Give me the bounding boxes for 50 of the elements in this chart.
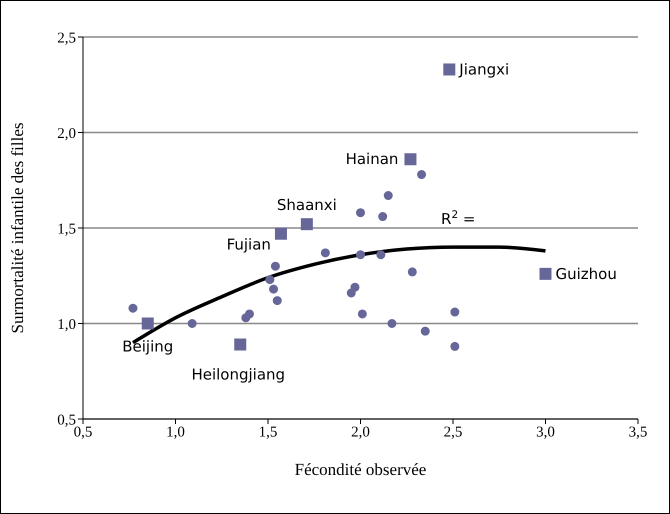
point — [358, 309, 367, 318]
point — [450, 308, 460, 317]
point — [142, 318, 154, 330]
y-tick-label: 0,5 — [57, 412, 76, 428]
annotation: Fujian — [226, 236, 271, 254]
x-tick-label: 1,0 — [166, 424, 185, 441]
point — [450, 342, 460, 351]
point — [269, 284, 278, 294]
point — [417, 170, 426, 180]
point — [350, 282, 360, 292]
point — [300, 218, 313, 230]
point — [234, 338, 246, 351]
x-tick-label: 3,5 — [628, 424, 648, 441]
point — [408, 267, 417, 276]
y-tick-label: 2,5 — [57, 30, 76, 46]
point — [356, 250, 365, 260]
point — [188, 319, 197, 328]
point — [245, 309, 254, 318]
y-axis-title: Surmortalité infantile des filles — [8, 122, 28, 334]
x-tick-label: 1,5 — [258, 424, 278, 441]
point — [270, 262, 280, 271]
annotation: Guizhou — [556, 264, 617, 283]
x-tick-label: 2,0 — [351, 424, 370, 441]
point — [376, 250, 386, 260]
x-tick-label: 0,5 — [74, 424, 92, 441]
point — [128, 304, 138, 313]
point — [404, 153, 416, 166]
annotation: Hainan — [346, 150, 398, 168]
x-tick-label: 2,5 — [444, 424, 462, 441]
annotation: R$^{2}$ = — [441, 209, 476, 228]
point — [320, 248, 330, 258]
point — [265, 275, 274, 284]
y-tick-label: 1,5 — [57, 221, 76, 238]
y-tick-label: 1,0 — [57, 316, 76, 333]
y-tick-label: 2,0 — [57, 126, 76, 142]
point — [384, 191, 393, 200]
annotation: Beijing — [122, 338, 174, 356]
point — [356, 208, 365, 218]
point — [272, 296, 282, 306]
point — [274, 228, 287, 240]
x-tick-label: 3,0 — [536, 424, 555, 441]
point — [420, 326, 430, 336]
point — [540, 268, 552, 280]
annotation: Jiangxi — [458, 60, 510, 78]
point — [378, 212, 388, 222]
annotation: Heilongjiang — [191, 366, 286, 384]
annotation: Shaanxi — [276, 196, 337, 214]
point — [443, 63, 456, 76]
x-axis-title: Fécondité observée — [294, 460, 426, 479]
point — [387, 319, 396, 328]
